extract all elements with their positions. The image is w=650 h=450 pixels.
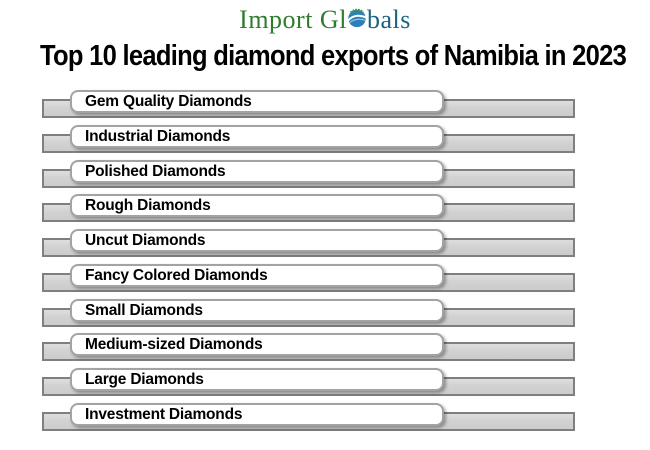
title-row: Top 10 leading diamond exports of Namibi… [0, 40, 650, 73]
diamond-label: Uncut Diamonds [85, 232, 206, 250]
diamond-row: Medium-sized Diamonds [0, 333, 650, 363]
brand-logo: Import Gl bals [239, 5, 411, 35]
diamond-label: Rough Diamonds [85, 197, 211, 215]
header: Import Gl bals [0, 5, 650, 35]
diamond-label-box: Investment Diamonds [70, 402, 444, 426]
diamond-label-box: Fancy Colored Diamonds [70, 263, 444, 287]
diamond-label: Medium-sized Diamonds [85, 336, 263, 354]
diamond-label-box: Small Diamonds [70, 298, 444, 322]
diamond-row: Gem Quality Diamonds [0, 90, 650, 120]
diamond-label-box: Gem Quality Diamonds [70, 90, 444, 113]
diamond-label-box: Large Diamonds [70, 368, 444, 392]
diamond-label: Gem Quality Diamonds [85, 93, 252, 110]
diamond-row: Investment Diamonds [0, 402, 650, 433]
diamond-label-box: Uncut Diamonds [70, 229, 444, 253]
diamond-row: Uncut Diamonds [0, 229, 650, 259]
diamond-label-box: Rough Diamonds [70, 194, 444, 218]
diamond-row: Fancy Colored Diamonds [0, 263, 650, 294]
diamond-row: Polished Diamonds [0, 159, 650, 190]
diamond-list: Gem Quality Diamonds Industrial Diamonds… [0, 90, 650, 445]
diamond-label: Industrial Diamonds [85, 127, 231, 145]
diamond-label-box: Medium-sized Diamonds [70, 333, 444, 357]
globe-icon [347, 5, 367, 28]
diamond-row: Rough Diamonds [0, 194, 650, 224]
logo-text-green: Import Gl [239, 5, 347, 34]
diamond-label: Investment Diamonds [85, 405, 243, 423]
logo-text-blue: bals [366, 5, 411, 34]
diamond-label: Fancy Colored Diamonds [85, 266, 268, 284]
diamond-label-box: Industrial Diamonds [70, 124, 444, 148]
diamond-label: Large Diamonds [85, 371, 204, 389]
diamond-row: Industrial Diamonds [0, 124, 650, 155]
diamond-row: Large Diamonds [0, 368, 650, 398]
diamond-row: Small Diamonds [0, 298, 650, 329]
page-title: Top 10 leading diamond exports of Namibi… [39, 40, 627, 72]
diamond-label-box: Polished Diamonds [70, 159, 444, 183]
diamond-label: Polished Diamonds [85, 162, 226, 180]
diamond-label: Small Diamonds [85, 301, 203, 319]
